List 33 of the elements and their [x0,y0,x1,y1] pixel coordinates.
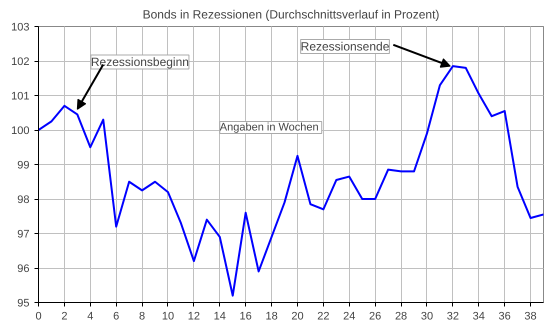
annotation: Rezessionsbeginn [90,55,189,69]
x-tick-label: 36 [498,310,511,322]
y-tick-label: 103 [11,22,30,34]
x-tick-label: 22 [317,310,330,322]
x-tick-label: 32 [446,310,459,322]
x-tick-label: 16 [240,310,252,322]
x-tick-label: 2 [61,310,68,322]
y-tick-label: 102 [11,56,30,68]
x-tick-label: 14 [214,310,226,322]
x-tick-label: 38 [524,310,537,322]
y-tick-label: 98 [17,194,30,206]
x-tick-label: 24 [343,310,356,322]
x-tick-label: 18 [265,310,278,322]
y-tick-label: 95 [17,298,30,310]
x-tick-label: 26 [369,310,382,322]
y-tick-label: 96 [17,263,30,275]
chart-title: Bonds in Rezessionen (Durchschnittsverlauf in Prozent) [142,8,440,22]
x-tick-label: 28 [394,310,408,322]
x-tick-label: 10 [162,310,174,322]
x-tick-label: 34 [472,310,485,322]
x-tick-label: 6 [113,310,120,322]
y-tick-label: 97 [17,228,30,240]
y-tick-label: 101 [11,90,30,102]
annotation: Rezessionsende [300,39,390,54]
x-tick-label: 30 [420,310,434,322]
x-tick-label: 20 [291,310,304,322]
x-tick-label: 8 [139,310,146,322]
x-tick-label: 12 [188,310,200,322]
x-tick-label: 0 [35,310,42,322]
x-tick-label: 4 [87,310,94,322]
annotation: Angaben in Wochen [220,121,319,134]
y-tick-label: 100 [11,125,30,137]
y-tick-label: 99 [17,160,30,172]
